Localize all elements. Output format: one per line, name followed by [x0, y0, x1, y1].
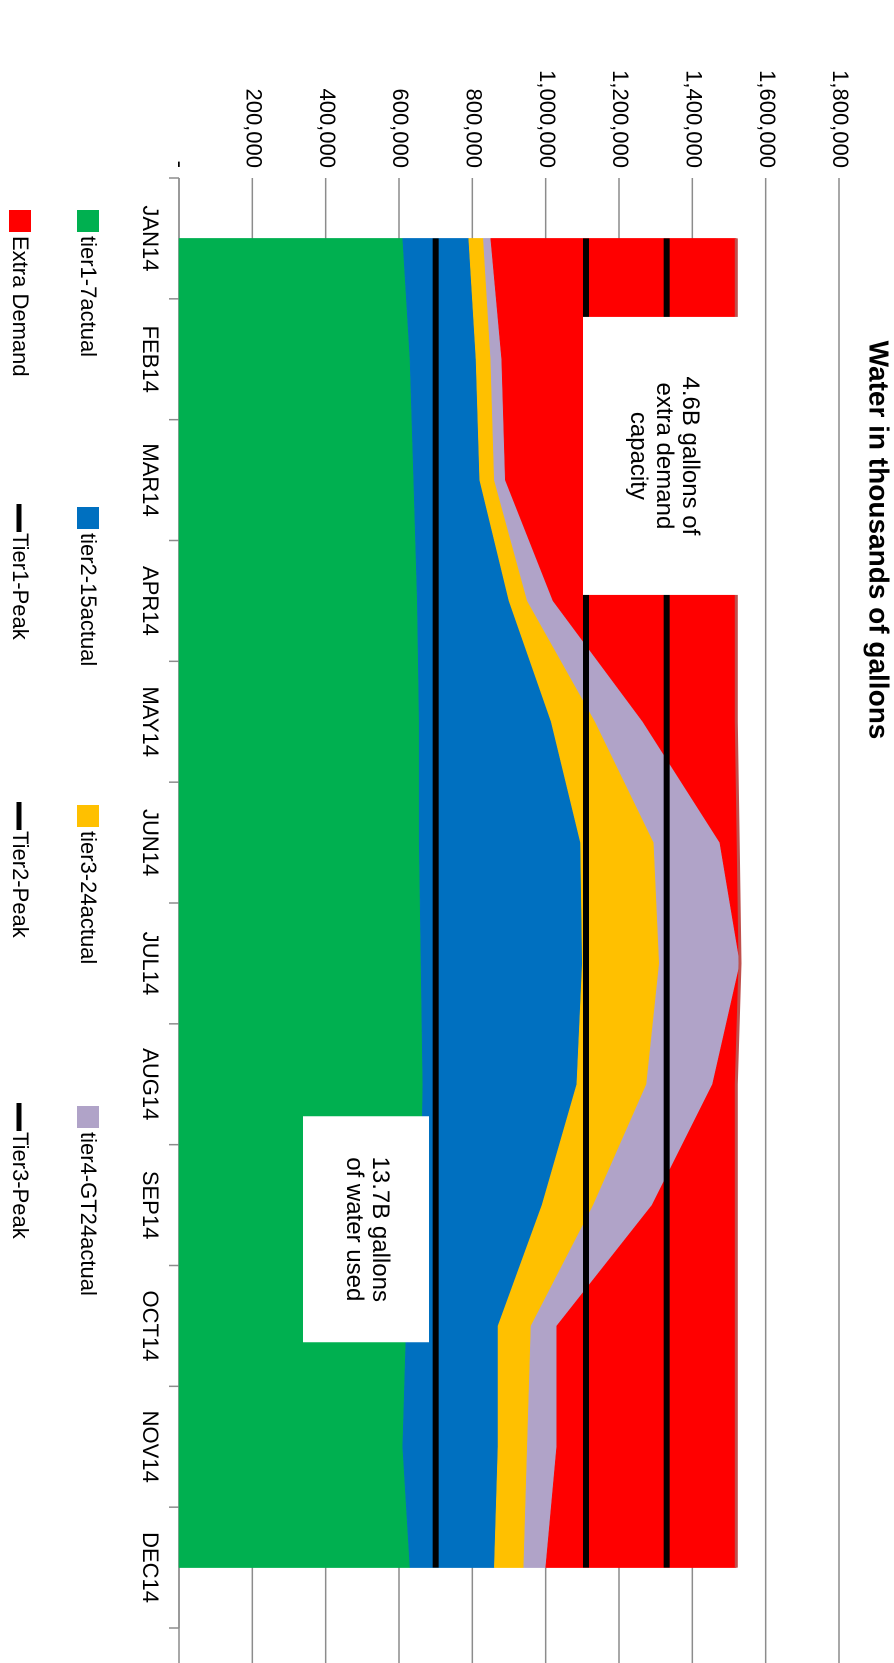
x-tick-label: MAY14	[138, 686, 163, 757]
y-tick-label: 1,600,000	[755, 70, 780, 168]
x-tick-label: SEP14	[138, 1171, 163, 1240]
x-tick-label: NOV14	[138, 1411, 163, 1483]
legend-label: Tier1-Peak	[8, 533, 33, 641]
x-tick-label: FEB14	[138, 326, 163, 393]
legend-swatch	[9, 210, 31, 232]
x-tick-label: MAR14	[138, 443, 163, 516]
x-tick-label: AUG14	[138, 1048, 163, 1120]
legend-swatch	[77, 210, 99, 232]
x-tick-label: OCT14	[138, 1290, 163, 1361]
legend-label: Tier3-Peak	[8, 1132, 33, 1240]
x-tick-label: APR14	[138, 566, 163, 636]
stacked-areas	[178, 238, 742, 1568]
legend-label: Extra Demand	[8, 236, 33, 377]
annotation-text: 4.6B gallons ofextra demandcapacity	[625, 377, 704, 536]
annotations: 4.6B gallons ofextra demandcapacity 13.7B…	[303, 316, 743, 1343]
legend-swatch	[77, 805, 99, 827]
y-tick-label: 200,000	[242, 88, 267, 168]
x-tick-label: JUL14	[138, 932, 163, 996]
y-tick-label: 800,000	[462, 88, 487, 168]
x-tick-label: DEC14	[138, 1532, 163, 1603]
annotation-box	[303, 1116, 429, 1343]
y-tick-label: 400,000	[315, 88, 340, 168]
legend-label: tier3-24actual	[76, 831, 101, 964]
annotation-box	[583, 316, 743, 595]
x-tick-label: JUN14	[138, 809, 163, 876]
y-tick-label: 1,200,000	[608, 70, 633, 168]
x-axis-labels: JAN14 FEB14 MAR14 APR14 MAY14 JUN14 JUL14 AUG14…	[138, 205, 163, 1603]
area-tier1-7actual	[178, 238, 424, 1568]
y-tick-label: 1,400,000	[682, 70, 707, 168]
y-axis-labels: - 200,000 400,000 600,000 800,000 1,000,000 1,…	[168, 70, 853, 168]
legend-label: tier2-15actual	[76, 533, 101, 666]
x-tick-label: JAN14	[138, 205, 163, 271]
chart-title: Water in thousands of gallons	[864, 341, 894, 740]
legend-label: tier1-7actual	[76, 236, 101, 357]
y-tick-label: -	[168, 161, 193, 168]
y-tick-label: 600,000	[388, 88, 413, 168]
annotation-text: 13.7B gallonsof water used	[341, 1157, 394, 1302]
legend-label: Tier2-Peak	[8, 831, 33, 939]
legend: tier1-7actual tier2-15actual tier3-24actua…	[8, 210, 101, 1296]
legend-label: tier4-GT24actual	[76, 1132, 101, 1296]
y-tick-label: 1,800,000	[828, 70, 853, 168]
y-tick-label: 1,000,000	[535, 70, 560, 168]
legend-swatch	[77, 507, 99, 529]
legend-swatch	[77, 1106, 99, 1128]
